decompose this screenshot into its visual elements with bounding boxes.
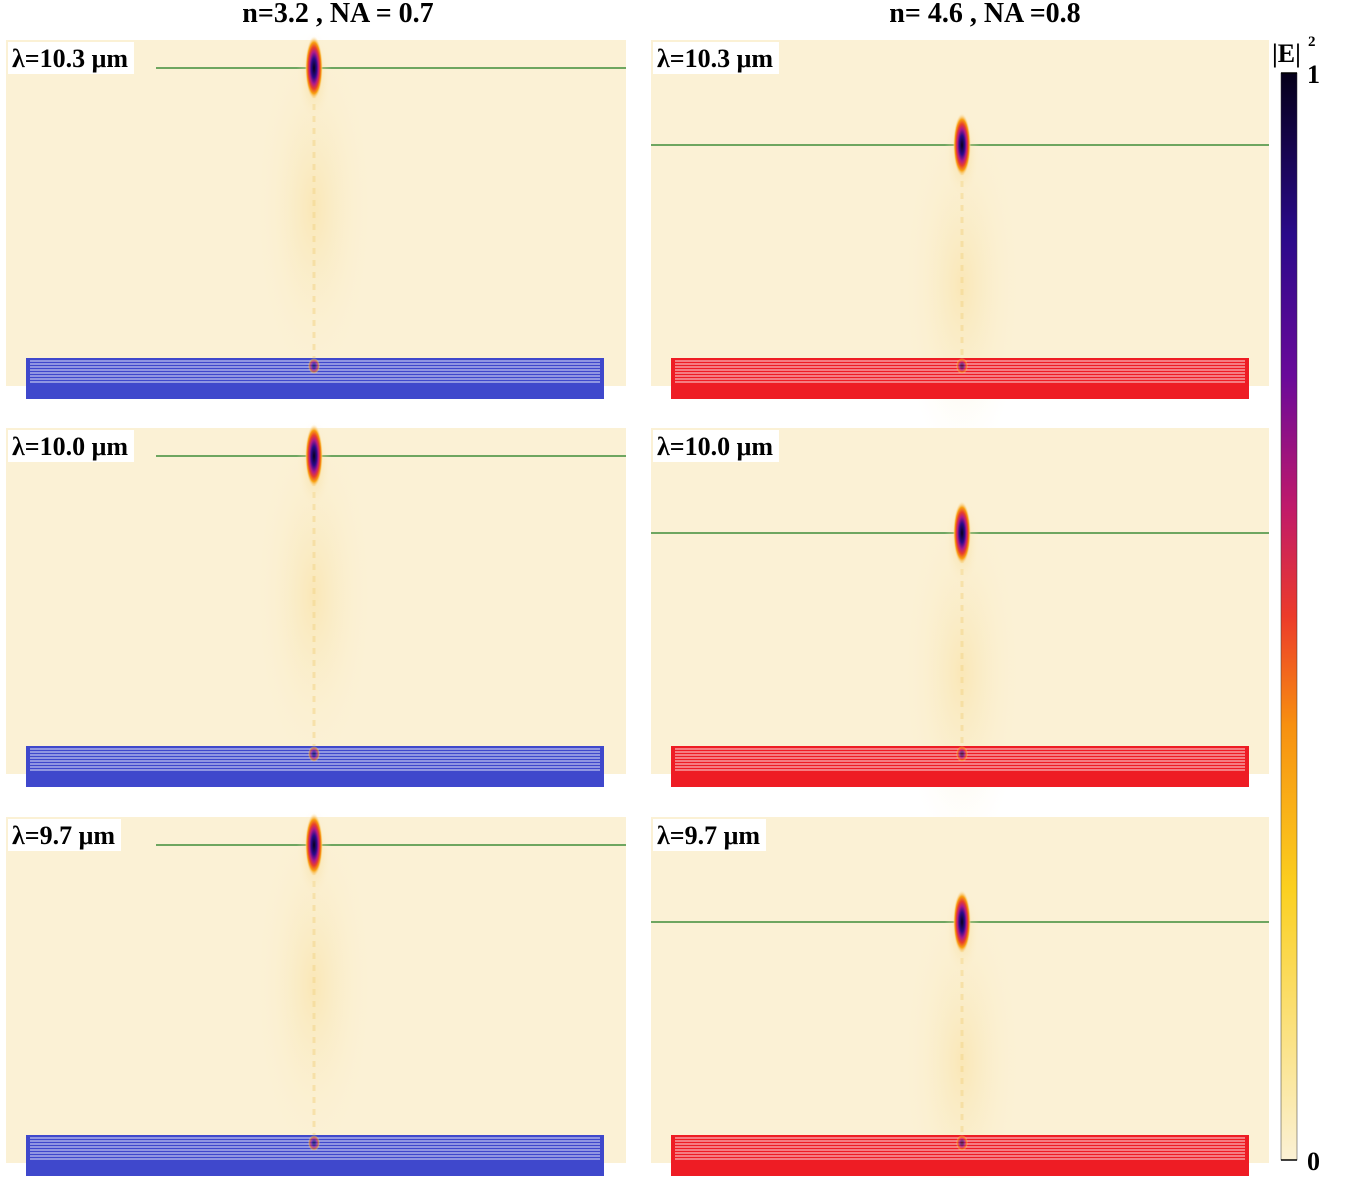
panel-label: λ=10.0 μm (12, 432, 128, 461)
focus-spot (953, 113, 971, 177)
beam-halo (254, 28, 374, 388)
panel: λ=10.3 μm (6, 28, 626, 399)
panel: λ=10.0 μm (651, 428, 1269, 853)
label-bg (8, 819, 121, 851)
panel: λ=9.7 μm (651, 817, 1269, 1183)
grating-hotspot (956, 1135, 968, 1151)
panel-label: λ=10.0 μm (657, 432, 773, 461)
beam-halo (254, 416, 374, 776)
label-bg (653, 819, 766, 851)
panel: λ=10.3 μm (651, 40, 1269, 465)
beam-halo (254, 805, 374, 1165)
colorbar-tick-label: 0 (1307, 1147, 1320, 1176)
colorbar-tick-label: 1 (1307, 60, 1320, 89)
focus-spot (953, 890, 971, 954)
panel-label: λ=9.7 μm (12, 821, 115, 850)
panel: λ=9.7 μm (6, 805, 626, 1176)
panel-label: λ=9.7 μm (657, 821, 760, 850)
panel-label: λ=10.3 μm (657, 44, 773, 73)
grating-hotspot (956, 358, 968, 374)
column-title: n=3.2 , NA = 0.7 (242, 0, 433, 29)
grating-hotspot (308, 1135, 320, 1151)
colorbar-label: |E| (1272, 39, 1301, 68)
panel-label: λ=10.3 μm (12, 44, 128, 73)
focus-spot (305, 813, 323, 877)
colorbar-exponent: 2 (1308, 34, 1316, 50)
column-title: n= 4.6 , NA =0.8 (889, 0, 1080, 29)
label-bg (653, 430, 779, 462)
panel: λ=10.0 μm (6, 416, 626, 787)
focus-spot (305, 36, 323, 100)
label-bg (8, 42, 134, 74)
grating-hotspot (308, 746, 320, 762)
grating-hotspot (956, 746, 968, 762)
focus-spot (305, 424, 323, 488)
focus-spot (953, 501, 971, 565)
colorbar (1280, 72, 1298, 1161)
label-bg (8, 430, 134, 462)
label-bg (653, 42, 779, 74)
grating-hotspot (308, 358, 320, 374)
